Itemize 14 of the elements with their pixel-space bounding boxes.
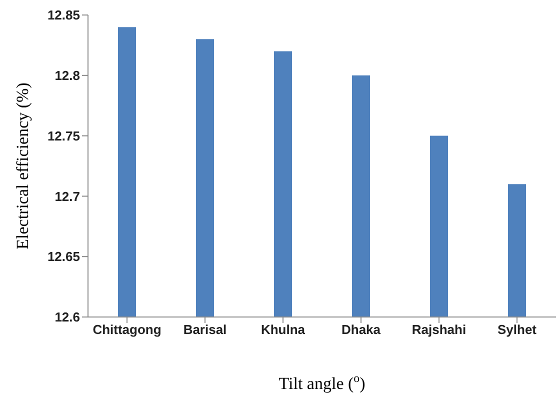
- x-tick-label: Barisal: [183, 322, 227, 338]
- y-tick-label: 12.8: [54, 68, 80, 84]
- x-tick-label: Chittagong: [92, 322, 162, 338]
- y-tick-label: 12.75: [47, 128, 80, 144]
- x-axis-title: Tilt angle ($^{o}$): [278, 371, 366, 393]
- y-axis-title: Electrical efficiency (%): [13, 82, 32, 250]
- x-tick-label: Dhaka: [341, 322, 382, 338]
- x-tick-label: Sylhet: [497, 322, 538, 338]
- y-tick-label: 12.85: [47, 8, 80, 23]
- y-tick-label: 12.7: [54, 188, 80, 204]
- x-tick-label: Rajshahi: [412, 322, 466, 338]
- x-tick-label: Khulna: [260, 322, 306, 338]
- y-tick-label: 12.65: [47, 249, 80, 264]
- y-tick-label: 12.6: [54, 310, 80, 325]
